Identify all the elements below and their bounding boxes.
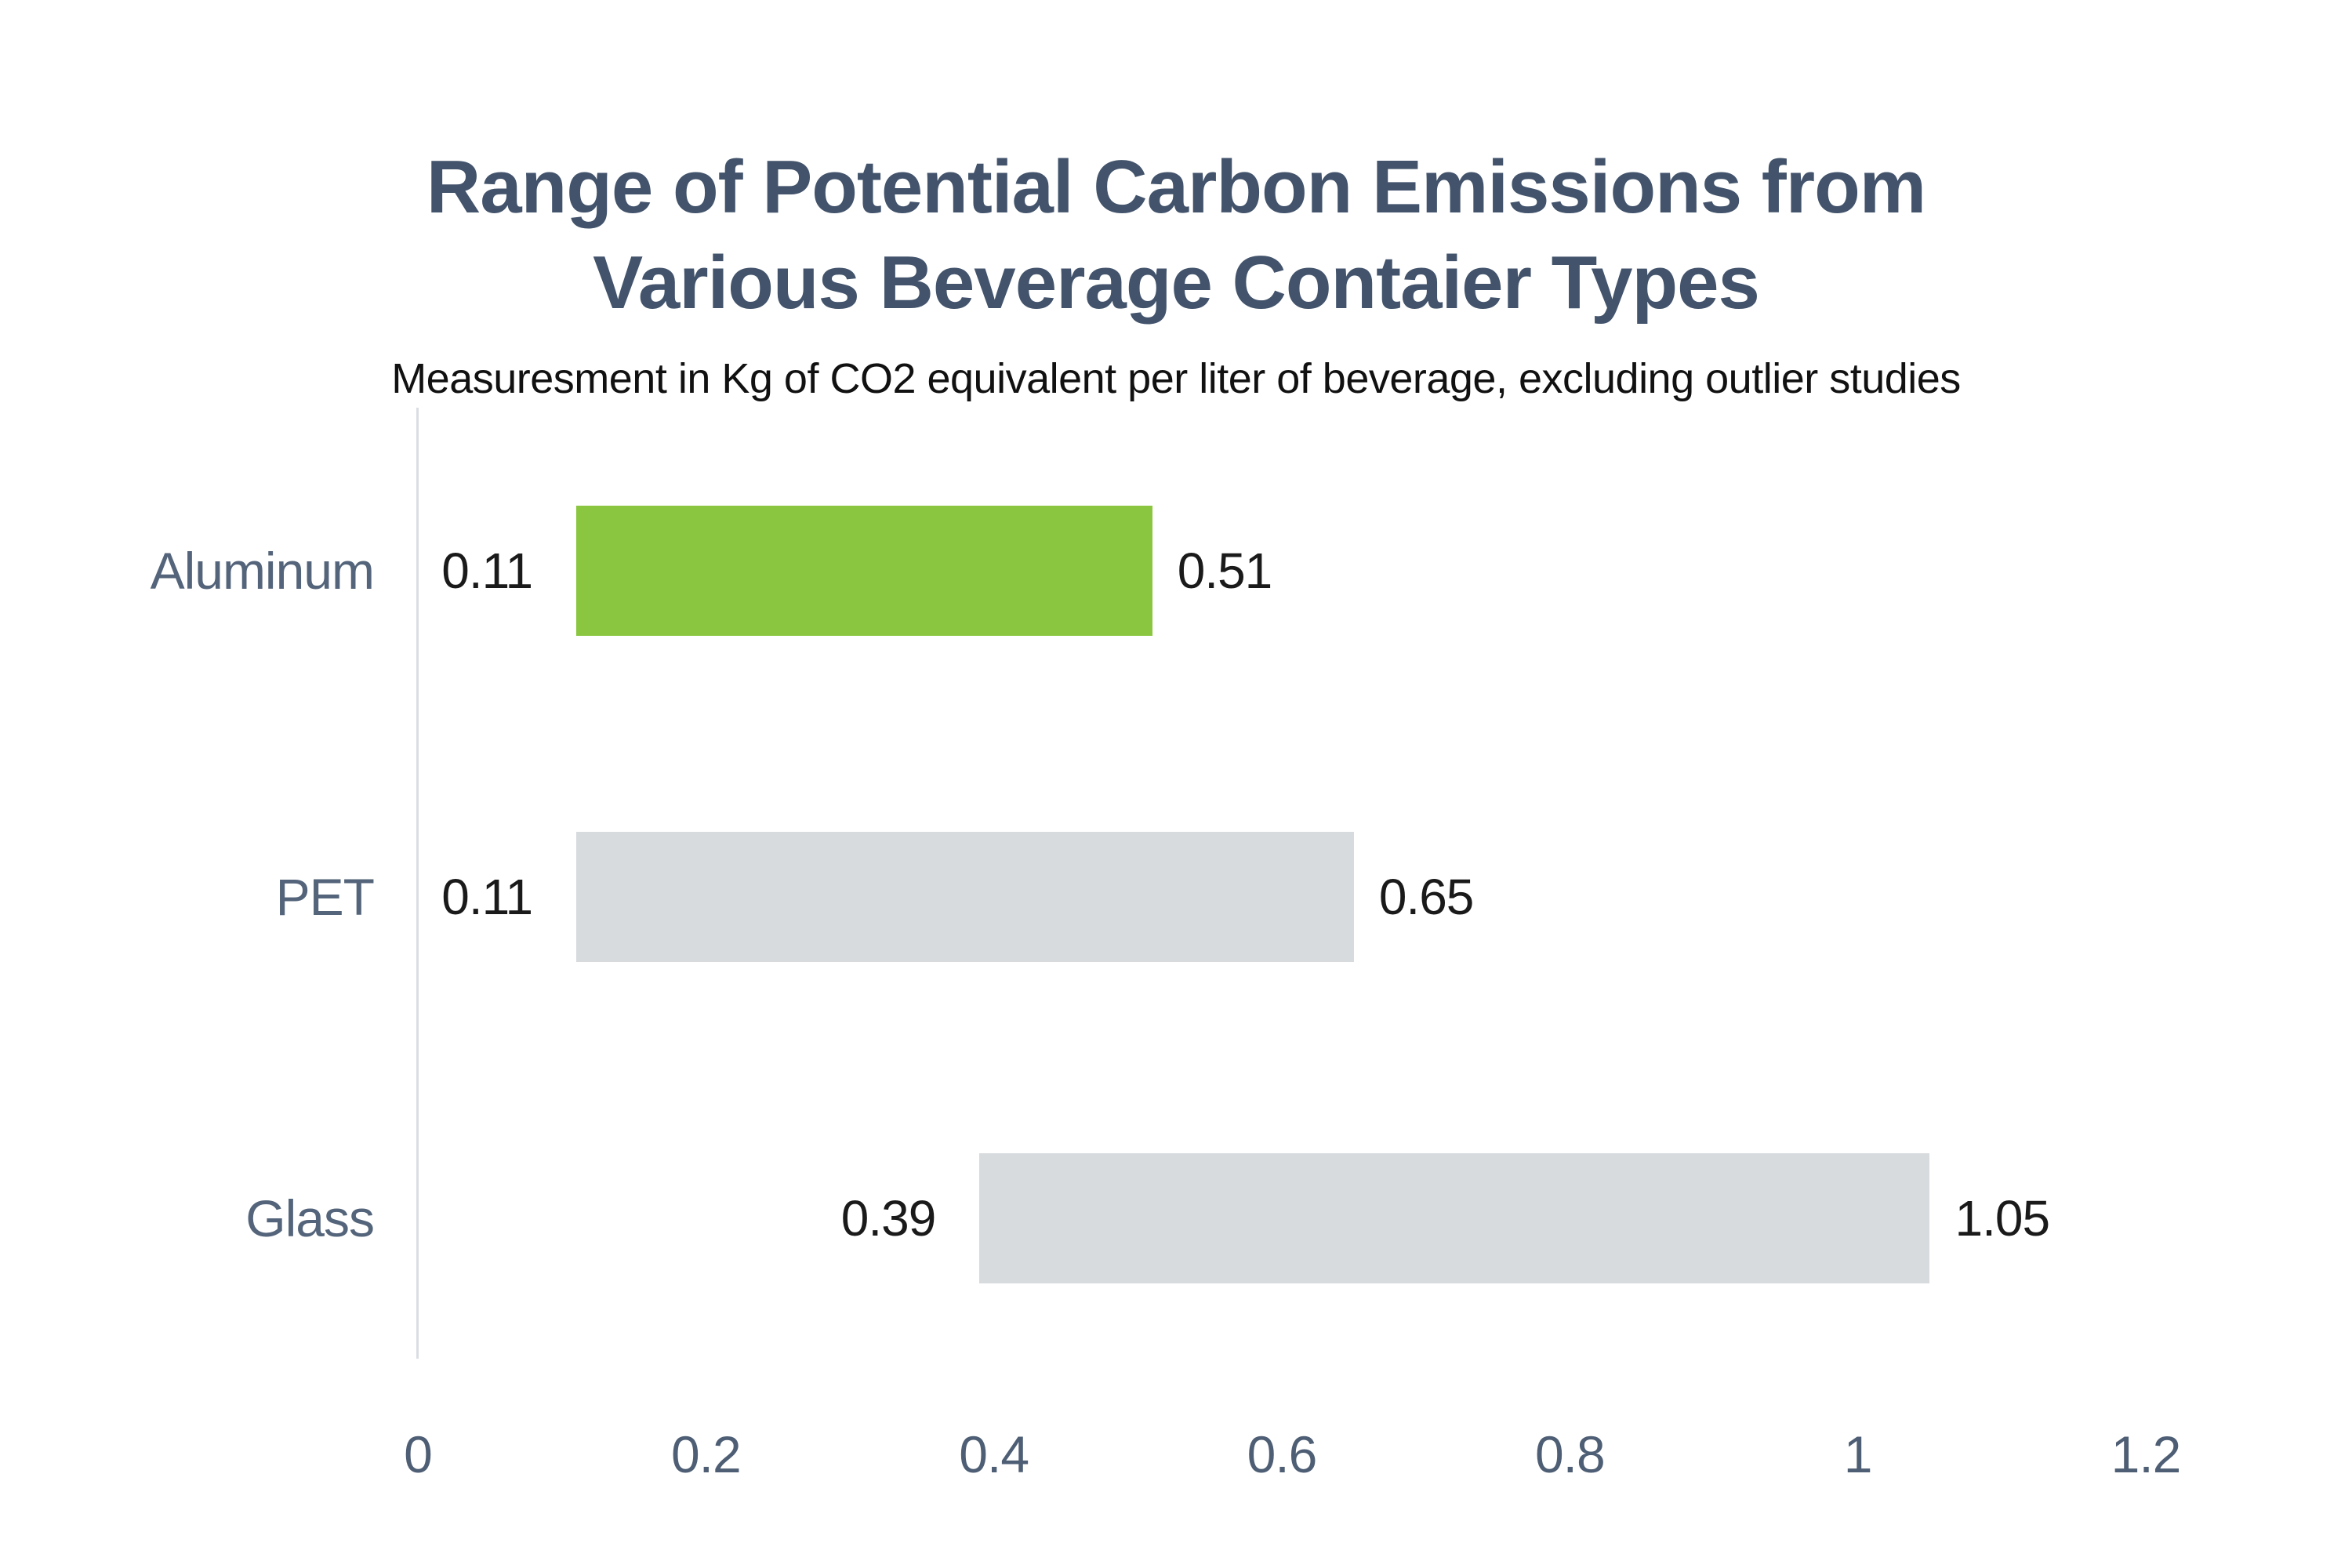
chart-row-aluminum: Aluminum 0.11 0.51 (151, 506, 2146, 636)
chart-row-glass: Glass 0.39 1.05 (245, 1153, 2146, 1283)
range-bar (576, 832, 1354, 962)
x-axis: 0 0.2 0.4 0.6 0.8 1 1.2 (404, 1425, 2181, 1483)
chart-row-pet: PET 0.11 0.65 (276, 832, 2146, 962)
x-axis-tick-label: 0.6 (1247, 1425, 1318, 1483)
x-axis-tick-label: 0.2 (670, 1425, 742, 1483)
chart-title: Range of Potential Carbon Emissions from… (0, 140, 2352, 331)
category-label: PET (275, 868, 375, 926)
category-label: Aluminum (150, 542, 375, 600)
bar-max-value-label: 1.05 (1955, 1190, 2051, 1247)
bar-max-value-label: 0.65 (1378, 869, 1475, 925)
chart-title-line-2: Various Beverage Contaier Types (593, 241, 1760, 325)
x-axis-zero-line (416, 408, 419, 1359)
x-axis-tick-label: 0.4 (959, 1425, 1029, 1483)
chart-subtitle: Measuresment in Kg of CO2 equivalent per… (391, 355, 1961, 402)
bar-min-value-label: 0.11 (441, 543, 533, 599)
range-bar (979, 1153, 1930, 1283)
bar-max-value-label: 0.51 (1177, 543, 1273, 599)
plot-area: Aluminum 0.11 0.51 PET 0.11 0.65 Glass 0… (151, 408, 2146, 1359)
x-axis-tick-label: 1.2 (2111, 1425, 2182, 1483)
bar-min-value-label: 0.39 (840, 1190, 937, 1247)
chart-title-line-1: Range of Potential Carbon Emissions from (426, 145, 1926, 229)
x-axis-tick-label: 0 (404, 1425, 433, 1483)
category-label: Glass (245, 1189, 375, 1247)
bar-min-value-label: 0.11 (441, 869, 533, 925)
x-axis-tick-label: 1 (1843, 1425, 1873, 1483)
range-bar (576, 506, 1152, 636)
x-axis-tick-label: 0.8 (1534, 1425, 1606, 1483)
